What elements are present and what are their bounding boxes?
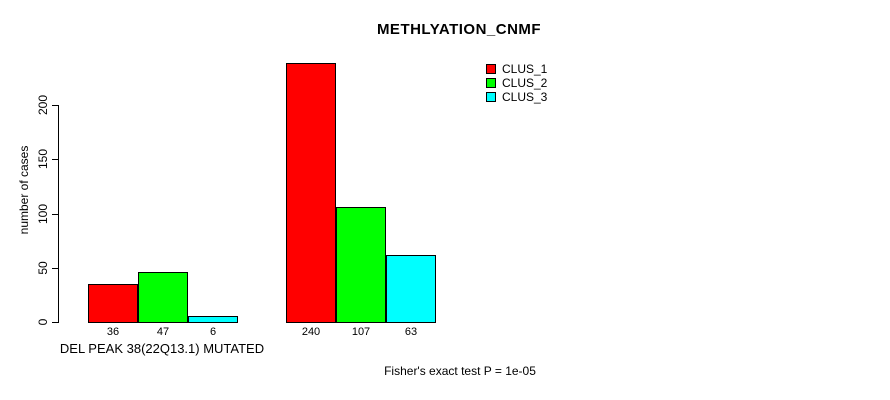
legend-label: CLUS_1 (502, 62, 548, 76)
x-axis-title: DEL PEAK 38(22Q13.1) MUTATED (59, 341, 265, 356)
y-tick-mark (52, 105, 58, 106)
bar-value-label: 47 (156, 326, 170, 338)
bar-value-label: 6 (209, 326, 217, 338)
legend-item-clus_2: CLUS_2 (486, 76, 547, 90)
bar-value-label: 63 (404, 326, 418, 338)
y-tick-label: 50 (36, 261, 50, 275)
y-tick-mark (52, 159, 58, 160)
legend: CLUS_1 CLUS_2 CLUS_3 (486, 62, 547, 104)
y-tick-mark (52, 322, 58, 323)
bar-clus_3-group1 (188, 316, 238, 323)
chart-title: METHLYATION_CNMF (376, 21, 542, 38)
bar-value-label: 107 (351, 326, 371, 338)
y-axis-title: number of cases (17, 145, 31, 235)
bar-clus_1-group2 (286, 63, 336, 323)
y-tick-mark (52, 214, 58, 215)
bar-clus_1-group1 (88, 284, 138, 323)
y-tick-label: 150 (36, 148, 50, 170)
legend-swatch-clus_1 (486, 64, 496, 74)
legend-swatch-clus_2 (486, 78, 496, 88)
y-tick-label: 100 (36, 203, 50, 225)
y-axis-line (58, 105, 59, 323)
legend-item-clus_1: CLUS_1 (486, 62, 547, 76)
legend-swatch-clus_3 (486, 92, 496, 102)
bar-value-label: 240 (301, 326, 321, 338)
bar-clus_3-group2 (386, 255, 436, 323)
legend-item-clus_3: CLUS_3 (486, 90, 547, 104)
y-tick-mark (52, 268, 58, 269)
bar-clus_2-group2 (336, 207, 386, 323)
bar-value-label: 36 (106, 326, 120, 338)
annotation-fisher-test: Fisher's exact test P = 1e-05 (384, 364, 536, 378)
bar-clus_2-group1 (138, 272, 188, 323)
y-tick-label: 0 (36, 318, 50, 326)
legend-label: CLUS_2 (502, 76, 548, 90)
y-tick-label: 200 (36, 94, 50, 116)
legend-label: CLUS_3 (502, 90, 548, 104)
